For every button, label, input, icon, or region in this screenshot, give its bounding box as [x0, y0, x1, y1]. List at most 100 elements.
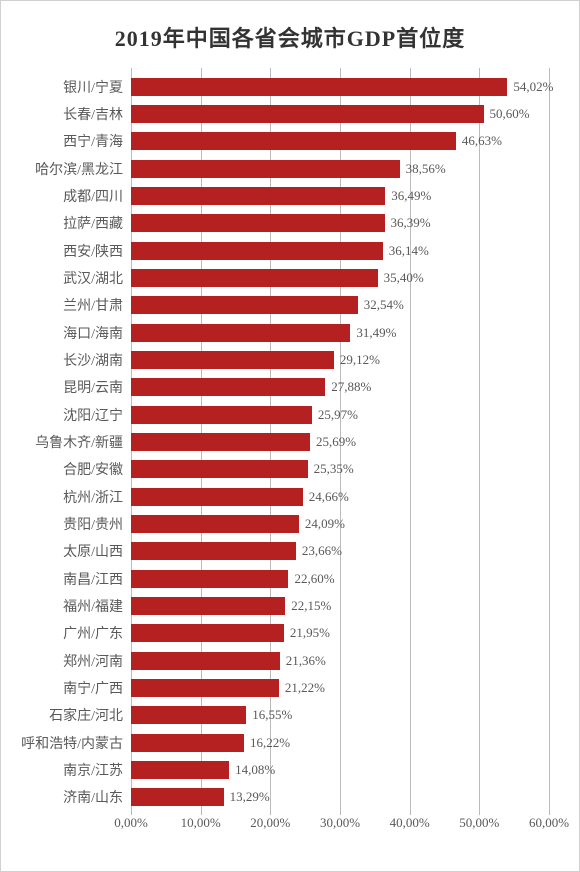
bar-value-label: 21,95% [284, 625, 330, 641]
bar: 50,60% [131, 105, 484, 123]
bar-category-label: 拉萨/西藏 [63, 213, 131, 233]
bar: 27,88% [131, 378, 325, 396]
bar-value-label: 25,97% [312, 407, 358, 423]
bar-row: 济南/山东13,29% [131, 788, 549, 806]
bar-value-label: 36,49% [385, 188, 431, 204]
bar: 16,22% [131, 734, 244, 752]
bar: 36,39% [131, 214, 385, 232]
bar-row: 南昌/江西22,60% [131, 570, 549, 588]
bar-row: 合肥/安徽25,35% [131, 460, 549, 478]
bar-category-label: 呼和浩特/内蒙古 [21, 733, 131, 753]
x-tick-label: 30,00% [320, 815, 360, 831]
bar-value-label: 29,12% [334, 352, 380, 368]
bar-row: 南京/江苏14,08% [131, 761, 549, 779]
bar: 25,69% [131, 433, 310, 451]
bar-row: 南宁/广西21,22% [131, 679, 549, 697]
bar-category-label: 长沙/湖南 [63, 350, 131, 370]
bar: 24,66% [131, 488, 303, 506]
bar-value-label: 24,09% [299, 516, 345, 532]
bar: 46,63% [131, 132, 456, 150]
bar-row: 福州/福建22,15% [131, 597, 549, 615]
bar-row: 沈阳/辽宁25,97% [131, 406, 549, 424]
bar-category-label: 沈阳/辽宁 [63, 405, 131, 425]
bar: 21,36% [131, 652, 280, 670]
bar-value-label: 54,02% [507, 79, 553, 95]
bar-row: 西安/陕西36,14% [131, 242, 549, 260]
bar: 22,15% [131, 597, 285, 615]
bar: 21,22% [131, 679, 279, 697]
x-tick-label: 60,00% [529, 815, 569, 831]
bar: 14,08% [131, 761, 229, 779]
bar: 21,95% [131, 624, 284, 642]
chart-title: 2019年中国各省会城市GDP首位度 [1, 21, 579, 53]
bar: 38,56% [131, 160, 400, 178]
bar-category-label: 哈尔滨/黑龙江 [35, 159, 131, 179]
bar-row: 海口/海南31,49% [131, 324, 549, 342]
bar-row: 杭州/浙江24,66% [131, 488, 549, 506]
bar: 35,40% [131, 269, 378, 287]
bar-category-label: 长春/吉林 [63, 104, 131, 124]
bar-category-label: 杭州/浙江 [63, 487, 131, 507]
bar-category-label: 成都/四川 [63, 186, 131, 206]
bar-row: 长沙/湖南29,12% [131, 351, 549, 369]
x-tick-label: 50,00% [459, 815, 499, 831]
bar-category-label: 石家庄/河北 [49, 705, 131, 725]
bar: 36,14% [131, 242, 383, 260]
bar-value-label: 35,40% [378, 270, 424, 286]
bar-value-label: 22,15% [285, 598, 331, 614]
bar-value-label: 46,63% [456, 133, 502, 149]
bar-value-label: 32,54% [358, 297, 404, 313]
bar-value-label: 16,55% [246, 707, 292, 723]
x-axis-labels: 0,00%10,00%20,00%30,00%40,00%50,00%60,00… [131, 815, 549, 833]
bar: 25,35% [131, 460, 308, 478]
bar: 22,60% [131, 570, 288, 588]
bar-row: 兰州/甘肃32,54% [131, 296, 549, 314]
bar-row: 石家庄/河北16,55% [131, 706, 549, 724]
bar-category-label: 西安/陕西 [63, 241, 131, 261]
bar-value-label: 21,22% [279, 680, 325, 696]
bar-category-label: 贵阳/贵州 [63, 514, 131, 534]
bar-category-label: 南昌/江西 [63, 569, 131, 589]
bar-category-label: 兰州/甘肃 [63, 295, 131, 315]
bar-category-label: 合肥/安徽 [63, 459, 131, 479]
bar-value-label: 23,66% [296, 543, 342, 559]
bar-row: 银川/宁夏54,02% [131, 78, 549, 96]
plot-area: 银川/宁夏54,02%长春/吉林50,60%西宁/青海46,63%哈尔滨/黑龙江… [131, 73, 549, 811]
x-tick-label: 10,00% [181, 815, 221, 831]
bar: 25,97% [131, 406, 312, 424]
bar: 32,54% [131, 296, 358, 314]
bar-value-label: 24,66% [303, 489, 349, 505]
bar-value-label: 25,69% [310, 434, 356, 450]
bar-category-label: 福州/福建 [63, 596, 131, 616]
bar-value-label: 50,60% [484, 106, 530, 122]
bar-value-label: 31,49% [350, 325, 396, 341]
bar-category-label: 乌鲁木齐/新疆 [35, 432, 131, 452]
chart-container: 2019年中国各省会城市GDP首位度 银川/宁夏54,02%长春/吉林50,60… [0, 0, 580, 872]
bar-category-label: 郑州/河南 [63, 651, 131, 671]
x-tick-label: 0,00% [114, 815, 148, 831]
bar-value-label: 38,56% [400, 161, 446, 177]
bar-category-label: 西宁/青海 [63, 131, 131, 151]
bar: 36,49% [131, 187, 385, 205]
bar-value-label: 14,08% [229, 762, 275, 778]
bar-row: 广州/广东21,95% [131, 624, 549, 642]
bar-category-label: 太原/山西 [63, 541, 131, 561]
bar-category-label: 广州/广东 [63, 623, 131, 643]
bar-value-label: 36,14% [383, 243, 429, 259]
bar-value-label: 21,36% [280, 653, 326, 669]
bar-category-label: 银川/宁夏 [63, 77, 131, 97]
gridline [549, 73, 550, 811]
bar: 31,49% [131, 324, 350, 342]
bar-value-label: 27,88% [325, 379, 371, 395]
bar: 29,12% [131, 351, 334, 369]
x-tick-label: 40,00% [390, 815, 430, 831]
bar-value-label: 13,29% [224, 789, 270, 805]
bar-row: 成都/四川36,49% [131, 187, 549, 205]
bar-category-label: 昆明/云南 [63, 377, 131, 397]
bar-value-label: 36,39% [385, 215, 431, 231]
bar-category-label: 武汉/湖北 [63, 268, 131, 288]
bar: 13,29% [131, 788, 224, 806]
bar-row: 昆明/云南27,88% [131, 378, 549, 396]
bar: 16,55% [131, 706, 246, 724]
bar-row: 郑州/河南21,36% [131, 652, 549, 670]
